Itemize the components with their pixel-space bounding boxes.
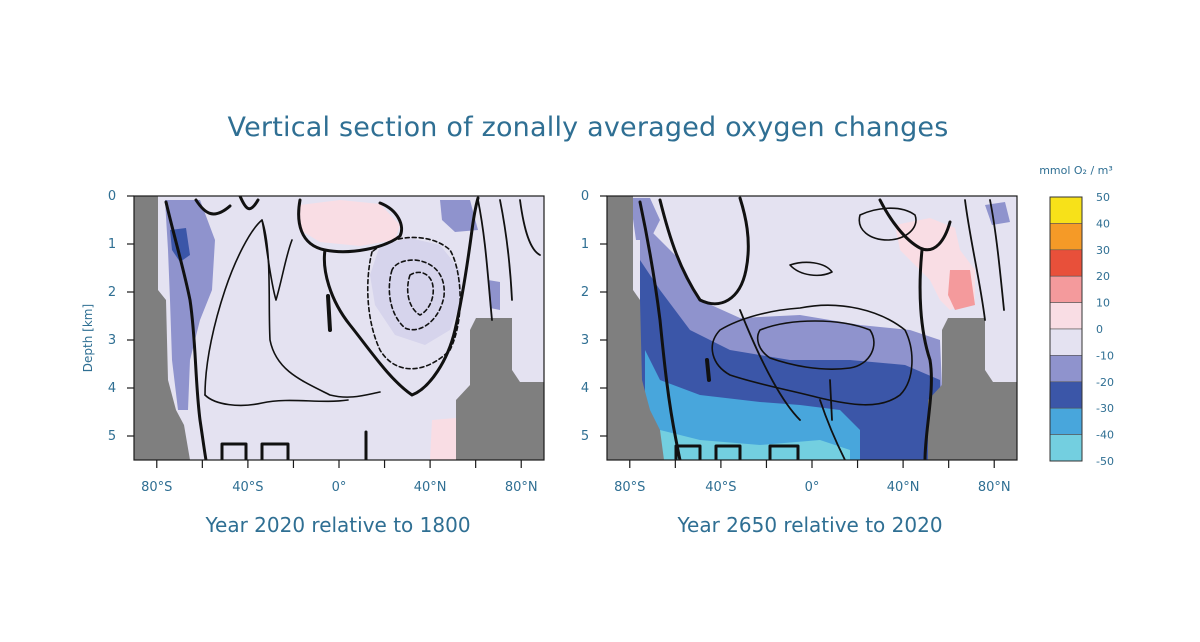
colorbar-ticks: 50 40 30 20 10 0 -10 -20 -30 -40 -50 [1096, 191, 1114, 468]
left-y-tick-label: 1 [108, 237, 116, 252]
caption-right: Year 2650 relative to 2020 [677, 513, 943, 537]
colorbar-tick-label: 30 [1096, 244, 1110, 257]
left-contour-thin-ridge [261, 219, 293, 301]
colorbar-tick-label: -40 [1096, 429, 1114, 442]
panel-right: 80°S 40°S 0° 40°N 80°N 0 1 2 3 4 5 [581, 189, 1018, 495]
right-contour-thin-bowl [711, 304, 913, 406]
colorbar-cell [1049, 223, 1083, 251]
colorbar-cell [1049, 407, 1083, 435]
right-x-tick-label: 40°S [705, 480, 736, 495]
colorbar-cell [1049, 328, 1083, 356]
right-contour-zero-north [878, 198, 952, 460]
colorbar-tick-label: 20 [1096, 270, 1110, 283]
colorbar-tick-label: -50 [1096, 455, 1114, 468]
colorbar-cell [1049, 434, 1083, 462]
right-x-tick-label: 40°N [887, 480, 920, 495]
right-contour-deep-lines [739, 309, 846, 460]
left-land-north [456, 318, 544, 460]
colorbar-cell [1049, 249, 1083, 277]
panel-left: 80°S 40°S 0° 40°N 80°N 0 1 2 3 4 5 Depth [km] [81, 189, 545, 495]
colorbar-tick-label: 50 [1096, 191, 1110, 204]
left-region-north-surface [440, 200, 478, 232]
left-x-tick-label: 40°S [232, 480, 263, 495]
colorbar-tick-label: -30 [1096, 402, 1114, 415]
right-x-tick-label: 0° [805, 480, 820, 495]
left-contour-pink [297, 198, 404, 254]
left-y-tick-label: 0 [108, 189, 116, 204]
right-region-level-m40 [645, 350, 860, 460]
colorbar-cell [1049, 196, 1083, 224]
colorbar-tick-label: 10 [1096, 297, 1110, 310]
right-land-antarctica [607, 196, 664, 460]
left-x-tick-label: 80°N [505, 480, 538, 495]
right-region-red [948, 270, 975, 310]
caption-left: Year 2020 relative to 1800 [205, 513, 471, 537]
left-contour-dashed-inner [406, 271, 435, 316]
left-axis-ticks: 80°S 40°S 0° 40°N 80°N 0 1 2 3 4 5 [108, 189, 538, 495]
figure-title: Vertical section of zonally averaged oxy… [227, 112, 949, 143]
left-region-pink-surface [300, 200, 400, 246]
left-contour-dark-bar [326, 294, 332, 332]
colorbar-cell [1049, 355, 1083, 383]
left-region-pink-deep [430, 418, 456, 460]
right-field [607, 196, 1017, 460]
colorbar-unit-label: mmol O₂ / m³ [1039, 164, 1113, 177]
colorbar-cell [1049, 275, 1083, 303]
left-field [134, 196, 544, 460]
left-region-lens [370, 238, 462, 345]
right-y-tick-label: 0 [581, 189, 589, 204]
right-land-north [928, 318, 1017, 460]
left-y-tick-label: 3 [108, 333, 116, 348]
right-contour-dark-bar [705, 358, 711, 382]
colorbar-tick-label: 0 [1096, 323, 1103, 336]
colorbar-frame [1049, 196, 1083, 462]
right-contour-bottom-box [674, 444, 800, 460]
right-x-tick-label: 80°N [978, 480, 1011, 495]
colorbar-tick-label: -20 [1096, 376, 1114, 389]
right-y-tick-label: 3 [581, 333, 589, 348]
left-y-axis-title: Depth [km] [81, 304, 95, 372]
left-x-tick-label: 80°S [141, 480, 172, 495]
left-land-antarctica [134, 196, 190, 460]
left-contour-zero-surface [194, 196, 260, 216]
right-region-level-m50 [660, 430, 850, 460]
left-contour-dashed-mid [388, 259, 445, 331]
left-y-tick-label: 4 [108, 381, 116, 396]
left-x-tick-label: 0° [332, 480, 347, 495]
right-axis-ticks: 80°S 40°S 0° 40°N 80°N 0 1 2 3 4 5 [581, 189, 1011, 495]
left-contour-zero-main [322, 196, 480, 397]
left-contour-zero-south [164, 200, 208, 460]
left-contour-north-right [477, 199, 541, 321]
right-contour-thin-north [789, 207, 917, 277]
left-x-tick-label: 40°N [414, 480, 447, 495]
right-y-tick-label: 1 [581, 237, 589, 252]
colorbar-cells [1049, 196, 1083, 462]
colorbar-cell [1049, 302, 1083, 330]
right-y-tick-label: 5 [581, 429, 589, 444]
colorbar-cell [1049, 381, 1083, 409]
right-y-tick-label: 4 [581, 381, 589, 396]
left-contour-dashed-outer [366, 236, 461, 370]
colorbar-tick-label: 40 [1096, 217, 1110, 230]
right-contour-thin-inner [756, 320, 875, 370]
left-contour-bottom-box [220, 430, 368, 460]
colorbar: mmol O₂ / m³ 50 40 30 20 10 0 -10 -20 -30 -40 -50 [1039, 164, 1114, 468]
right-contour-zero-south [638, 200, 682, 460]
right-x-tick-label: 80°S [614, 480, 645, 495]
left-y-tick-label: 5 [108, 429, 116, 444]
right-contour-zero-surface [658, 196, 750, 306]
left-contour-thin-base [204, 394, 349, 407]
right-contour-thin-right [964, 199, 1005, 321]
left-y-tick-label: 2 [108, 285, 116, 300]
colorbar-tick-label: -10 [1096, 349, 1114, 362]
right-y-tick-label: 2 [581, 285, 589, 300]
